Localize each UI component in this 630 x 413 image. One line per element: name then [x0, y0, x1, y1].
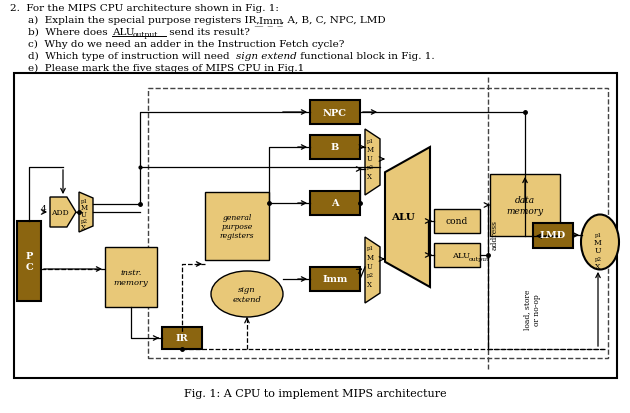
Bar: [205, 192, 269, 260]
Text: cond: cond: [446, 217, 468, 226]
Text: M: M: [367, 146, 374, 154]
Text: ALU: ALU: [391, 213, 415, 222]
Text: U: U: [367, 262, 373, 271]
Polygon shape: [79, 192, 93, 233]
Polygon shape: [50, 197, 76, 228]
Bar: [310, 267, 360, 291]
Text: general
purpose
registers: general purpose registers: [220, 213, 255, 240]
Text: a)  Explain the special purpose registers IR,: a) Explain the special purpose registers…: [28, 16, 263, 25]
Text: b)  Where does: b) Where does: [28, 28, 111, 37]
Text: ALU: ALU: [452, 252, 470, 259]
Text: ADD: ADD: [51, 209, 69, 216]
Polygon shape: [365, 130, 380, 195]
Text: IR: IR: [176, 334, 188, 343]
Text: address: address: [491, 219, 499, 249]
Text: X: X: [595, 262, 600, 271]
Text: Fig. 1: A CPU to implement MIPS architecture: Fig. 1: A CPU to implement MIPS architec…: [184, 388, 446, 398]
Text: output: output: [133, 31, 158, 39]
Bar: [434, 243, 480, 267]
Text: X: X: [367, 280, 372, 288]
Text: NPC: NPC: [323, 108, 347, 117]
Text: ̲I̲m̲m̲: ̲I̲m̲m̲: [259, 16, 283, 26]
Text: e)  Please mark the five stages of MIPS CPU in Fig.1: e) Please mark the five stages of MIPS C…: [28, 64, 304, 73]
Text: U: U: [595, 247, 601, 254]
Polygon shape: [365, 237, 380, 303]
Text: ALU: ALU: [112, 28, 134, 37]
Text: load, store
or no-op: load, store or no-op: [524, 289, 541, 330]
Bar: [14, 74, 617, 378]
Text: p2: p2: [367, 165, 374, 170]
Text: 2.  For the MIPS CPU architecture shown in Fig. 1:: 2. For the MIPS CPU architecture shown i…: [10, 4, 279, 13]
Text: output: output: [469, 256, 490, 261]
Text: instr.
memory: instr. memory: [113, 269, 149, 286]
Text: X: X: [81, 223, 86, 231]
Text: sign
extend: sign extend: [232, 286, 261, 303]
Ellipse shape: [211, 271, 283, 317]
Text: sign extend: sign extend: [236, 52, 297, 61]
Text: d)  Which type of instruction will need: d) Which type of instruction will need: [28, 52, 233, 61]
Text: p1: p1: [367, 246, 374, 251]
Text: p1: p1: [595, 233, 602, 238]
Bar: [148, 89, 608, 358]
Text: LMD: LMD: [540, 231, 566, 240]
Text: U: U: [81, 211, 87, 218]
Text: B: B: [331, 143, 339, 152]
Text: M: M: [594, 238, 602, 247]
Text: A: A: [331, 199, 339, 208]
Bar: [105, 247, 157, 307]
Bar: [17, 221, 41, 301]
Text: send its result?: send its result?: [166, 28, 250, 37]
Text: M: M: [367, 254, 374, 261]
Text: p1: p1: [367, 138, 374, 143]
Text: p2: p2: [81, 218, 88, 223]
Text: c)  Why do we need an adder in the Instruction Fetch cycle?: c) Why do we need an adder in the Instru…: [28, 40, 345, 49]
Text: X: X: [367, 173, 372, 180]
Polygon shape: [385, 147, 430, 287]
Bar: [310, 192, 360, 216]
Bar: [490, 175, 560, 236]
Text: data
memory: data memory: [507, 196, 544, 215]
Text: p2: p2: [595, 256, 602, 261]
Text: p2: p2: [367, 273, 374, 278]
Bar: [434, 209, 480, 233]
Text: functional block in Fig. 1.: functional block in Fig. 1.: [297, 52, 435, 61]
Text: U: U: [367, 154, 373, 163]
Ellipse shape: [581, 215, 619, 270]
Text: M: M: [81, 204, 88, 211]
Text: Imm: Imm: [323, 275, 348, 284]
Text: 4: 4: [41, 205, 47, 214]
Text: P
C: P C: [25, 252, 33, 271]
Bar: [162, 327, 202, 349]
Text: p1: p1: [81, 198, 88, 203]
Bar: [533, 223, 573, 248]
Bar: [310, 101, 360, 125]
Text: , A, B, C, NPC, LMD: , A, B, C, NPC, LMD: [281, 16, 386, 25]
Bar: [310, 136, 360, 159]
